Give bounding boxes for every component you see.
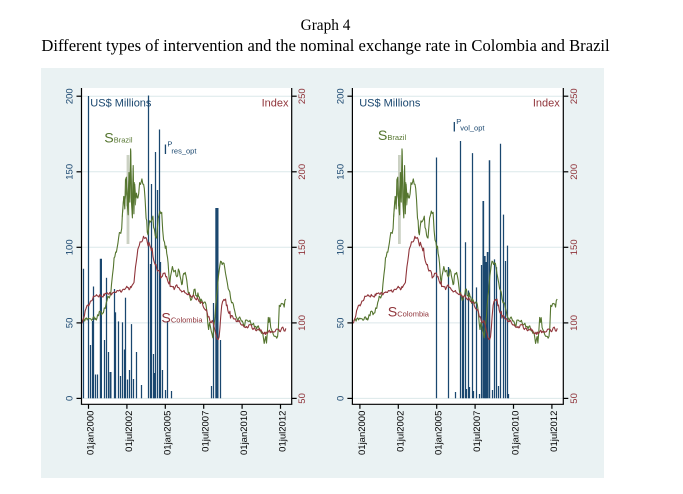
svg-text:01jan2010: 01jan2010 (239, 411, 250, 455)
svg-text:SColombia: SColombia (161, 310, 203, 326)
svg-text:50: 50 (65, 318, 76, 329)
svg-text:50: 50 (297, 393, 308, 404)
svg-text:01jan2000: 01jan2000 (357, 411, 368, 455)
svg-text:150: 150 (335, 164, 346, 180)
svg-text:IPres_opt: IPres_opt (164, 140, 198, 158)
svg-text:200: 200 (65, 88, 76, 104)
svg-text:150: 150 (65, 164, 76, 180)
svg-text:50: 50 (569, 393, 580, 404)
svg-text:SBrazil: SBrazil (378, 128, 407, 144)
svg-text:50: 50 (335, 318, 346, 329)
svg-text:01jul2007: 01jul2007 (201, 411, 212, 452)
svg-text:100: 100 (569, 315, 580, 331)
svg-text:US$ Millions: US$ Millions (359, 98, 421, 110)
svg-text:200: 200 (335, 88, 346, 104)
svg-text:100: 100 (297, 315, 308, 331)
svg-text:Index: Index (262, 98, 289, 110)
svg-text:SBrazil: SBrazil (104, 130, 133, 146)
svg-text:01jan2005: 01jan2005 (162, 411, 173, 455)
svg-text:01jul2002: 01jul2002 (124, 411, 135, 452)
svg-text:250: 250 (569, 88, 580, 104)
svg-text:200: 200 (569, 164, 580, 180)
svg-text:0: 0 (65, 396, 76, 401)
svg-text:01jan2010: 01jan2010 (511, 411, 522, 455)
svg-text:01jul2007: 01jul2007 (472, 411, 483, 452)
svg-text:200: 200 (297, 164, 308, 180)
svg-text:SColombia: SColombia (388, 305, 430, 321)
svg-text:IPvol_opt: IPvol_opt (452, 117, 485, 134)
svg-text:01jul2012: 01jul2012 (549, 411, 560, 452)
svg-text:250: 250 (297, 88, 308, 104)
svg-text:0: 0 (335, 396, 346, 401)
svg-text:01jan2000: 01jan2000 (86, 411, 97, 455)
svg-text:01jul2012: 01jul2012 (278, 411, 289, 452)
svg-text:100: 100 (65, 239, 76, 255)
svg-text:150: 150 (569, 239, 580, 255)
svg-text:01jan2005: 01jan2005 (434, 411, 445, 455)
svg-text:US$ Millions: US$ Millions (90, 98, 152, 110)
svg-text:Index: Index (533, 98, 560, 110)
svg-text:100: 100 (335, 239, 346, 255)
svg-text:150: 150 (297, 239, 308, 255)
svg-text:01jul2002: 01jul2002 (395, 411, 406, 452)
